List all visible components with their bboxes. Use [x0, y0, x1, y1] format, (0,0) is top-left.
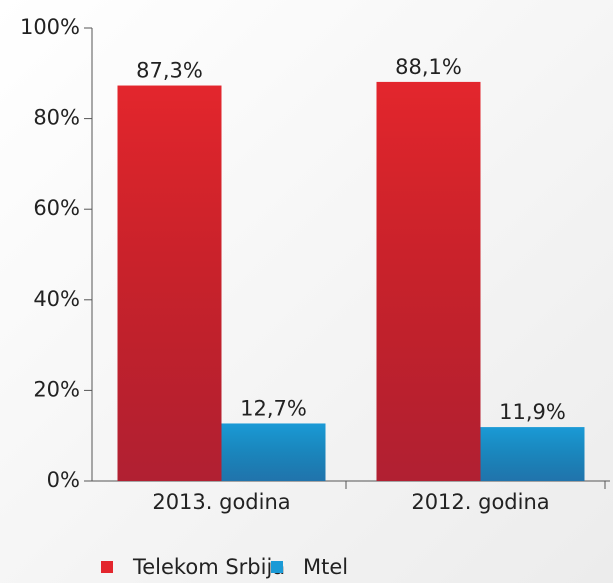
x-tick-label: 2012. godina — [411, 490, 549, 514]
legend-label: Telekom Srbija — [132, 555, 285, 579]
y-tick-label: 60% — [33, 196, 80, 220]
y-tick-label: 80% — [33, 106, 80, 130]
legend-swatch — [271, 561, 283, 573]
y-tick-label: 100% — [20, 15, 80, 39]
y-tick-label: 40% — [33, 287, 80, 311]
x-tick-label: 2013. godina — [152, 490, 290, 514]
bar-shade — [376, 81, 481, 482]
value-label: 12,7% — [240, 396, 307, 420]
y-tick-label: 20% — [33, 377, 80, 401]
bar-shade — [221, 423, 326, 481]
value-label: 87,3% — [136, 59, 203, 83]
legend-swatch — [101, 561, 113, 573]
bar-shade — [480, 427, 585, 481]
bar-shade — [117, 85, 222, 481]
legend-label: Mtel — [303, 555, 348, 579]
value-label: 11,9% — [499, 400, 566, 424]
value-label: 88,1% — [395, 55, 462, 79]
y-tick-label: 0% — [47, 468, 80, 492]
